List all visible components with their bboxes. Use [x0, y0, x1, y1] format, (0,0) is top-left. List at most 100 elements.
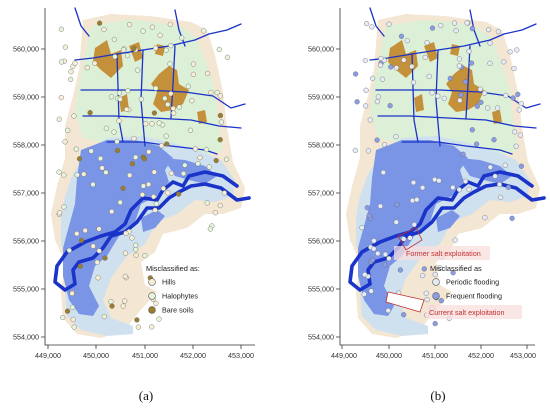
sample-point-marker — [456, 56, 463, 62]
sample-point-marker — [453, 28, 459, 34]
sample-point-marker — [73, 146, 79, 152]
sample-point-marker — [487, 40, 493, 46]
x-tick-label: 451,000 — [422, 351, 448, 360]
sample-point-marker — [111, 36, 118, 43]
sample-point-marker — [122, 273, 128, 280]
sample-point-marker — [491, 137, 497, 143]
y-tick-label: 560,000 — [308, 45, 334, 54]
sample-point-marker — [146, 149, 152, 155]
legend-label: Hills — [162, 278, 176, 287]
sample-point-marker — [153, 300, 159, 307]
sample-point-marker — [393, 65, 400, 71]
map-b-y-tick-marks — [336, 48, 340, 338]
sample-point-marker — [516, 107, 522, 113]
sample-point-marker — [120, 185, 126, 191]
sample-point-marker — [511, 65, 517, 72]
sample-point-marker — [517, 132, 524, 138]
bare-soils-marker-icon — [148, 306, 156, 314]
sample-point-marker — [498, 194, 504, 201]
sample-point-marker — [139, 192, 146, 198]
sample-point-marker — [149, 324, 155, 330]
sample-point-marker — [438, 23, 444, 29]
sample-point-marker — [436, 178, 442, 184]
sample-point-marker — [126, 22, 133, 28]
sample-point-marker — [423, 290, 429, 296]
sample-point-marker — [197, 155, 203, 161]
sample-point-marker — [164, 141, 170, 147]
sample-point-marker — [379, 76, 386, 82]
sample-point-marker — [71, 113, 77, 119]
panel-a: 449,000 450,000 451,000 452,000 453,000 … — [13, 6, 255, 403]
sample-point-marker — [367, 117, 373, 123]
sample-point-marker — [437, 265, 443, 271]
map-b-y-tick-labels: 560,000 559,000 558,000 557,000 556,000 … — [308, 45, 334, 342]
sample-point-marker — [407, 235, 413, 241]
sample-point-marker — [421, 266, 427, 272]
sample-point-marker — [371, 246, 377, 252]
y-tick-label: 554,000 — [13, 333, 39, 342]
y-tick-label: 554,000 — [308, 333, 334, 342]
sample-point-marker — [143, 121, 149, 127]
sample-point-marker — [352, 147, 358, 154]
sample-point-marker — [513, 143, 519, 149]
sample-point-marker — [72, 60, 78, 66]
y-tick-label: 557,000 — [308, 189, 334, 198]
x-tick-label: 449,000 — [331, 351, 357, 360]
sample-point-marker — [466, 48, 472, 55]
sample-point-marker — [171, 110, 177, 116]
sample-point-marker — [116, 118, 122, 124]
current-salt-exploitation-label: Current salt exploitation — [429, 308, 505, 317]
sample-point-marker — [478, 99, 484, 106]
sample-point-marker — [224, 156, 230, 162]
map-a-y-tick-labels: 560,000 559,000 558,000 557,000 556,000 … — [13, 45, 39, 342]
sample-point-marker — [204, 200, 210, 206]
legend-item-bare-soils: Bare soils — [148, 306, 194, 315]
y-tick-label: 558,000 — [13, 141, 39, 150]
sample-point-marker — [207, 226, 214, 232]
sample-point-marker — [182, 162, 188, 168]
sample-point-marker — [501, 59, 507, 65]
sample-point-marker — [156, 316, 162, 322]
sample-point-marker — [69, 290, 75, 297]
y-tick-label: 559,000 — [13, 93, 39, 102]
sample-point-marker — [509, 215, 515, 221]
sample-point-marker — [120, 303, 126, 309]
legend-item-hills: Hills — [148, 278, 176, 287]
sample-point-marker — [374, 98, 381, 105]
sample-point-marker — [71, 324, 77, 330]
sample-point-marker — [468, 60, 475, 66]
sample-point-marker — [120, 47, 127, 53]
sample-point-marker — [153, 201, 160, 207]
sample-point-marker — [135, 67, 141, 73]
sample-point-marker — [58, 26, 65, 32]
sample-point-marker — [74, 231, 80, 237]
sample-point-marker — [190, 71, 197, 78]
sample-point-marker — [129, 235, 135, 241]
sample-point-marker — [146, 181, 152, 188]
sample-point-marker — [398, 33, 405, 39]
sample-point-marker — [362, 57, 368, 64]
sample-point-marker — [65, 127, 71, 133]
sample-point-marker — [370, 75, 376, 81]
sample-point-marker — [114, 147, 121, 154]
sample-point-marker — [456, 63, 462, 69]
sample-point-marker — [81, 171, 87, 177]
sample-point-marker — [97, 155, 104, 162]
y-tick-label: 556,000 — [308, 237, 334, 246]
sample-point-marker — [112, 54, 118, 60]
sample-point-marker — [369, 24, 375, 30]
sample-point-marker — [378, 55, 384, 62]
legend-label: Halophytes — [162, 292, 198, 301]
sample-point-marker — [61, 172, 67, 178]
sample-point-marker — [103, 125, 110, 131]
sample-point-marker — [156, 120, 162, 126]
sample-point-marker — [62, 44, 69, 50]
sample-point-marker — [84, 65, 90, 71]
sample-point-marker — [401, 57, 407, 63]
sample-point-marker — [404, 37, 410, 44]
sample-point-marker — [123, 230, 129, 236]
sample-point-marker — [386, 255, 392, 262]
panel-label-b: (b) — [430, 388, 445, 403]
sample-point-marker — [217, 93, 223, 99]
sample-point-marker — [435, 93, 441, 99]
